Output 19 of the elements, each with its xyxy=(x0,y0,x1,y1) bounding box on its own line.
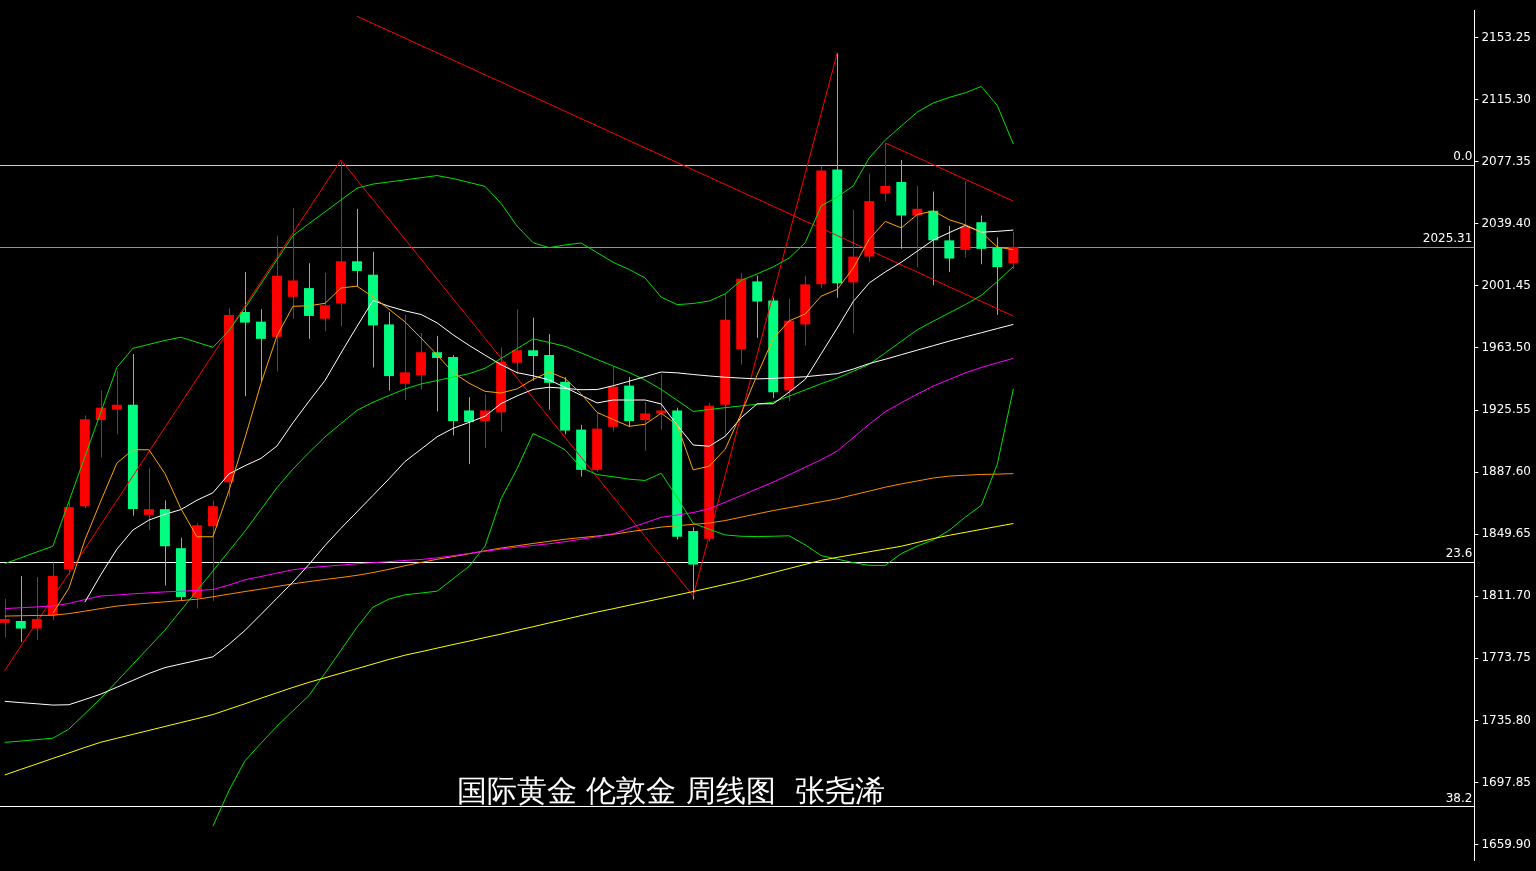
y-tick-label: 1811.70 xyxy=(1481,588,1531,603)
y-tick-label: 1697.85 xyxy=(1481,774,1531,789)
y-tick-label: 1887.60 xyxy=(1481,464,1531,479)
y-tick-label: 1773.75 xyxy=(1481,650,1531,665)
text: 国际黄金 伦敦金 周线图 张尧浠 xyxy=(456,772,885,808)
y-tick-label: 1849.65 xyxy=(1481,526,1531,541)
y-tick-label: 2077.35 xyxy=(1481,153,1531,168)
annotation: 38.2 xyxy=(1445,790,1473,805)
y-tick-label: 1925.55 xyxy=(1481,402,1531,417)
annotation: 23.6 xyxy=(1445,545,1473,560)
y-tick-label: 2039.40 xyxy=(1481,215,1531,230)
annotation: 0.0 xyxy=(1453,148,1473,163)
y-tick-label: 2115.30 xyxy=(1481,91,1531,106)
y-tick-label: 2001.45 xyxy=(1481,278,1531,293)
y-tick-label: 1963.50 xyxy=(1481,340,1531,355)
y-tick-label: 1735.80 xyxy=(1481,712,1531,727)
ref-line-label: 2025.31 xyxy=(1422,231,1473,245)
y-tick-label: 2153.25 xyxy=(1481,29,1531,44)
y-tick-label: 1659.90 xyxy=(1481,836,1531,851)
